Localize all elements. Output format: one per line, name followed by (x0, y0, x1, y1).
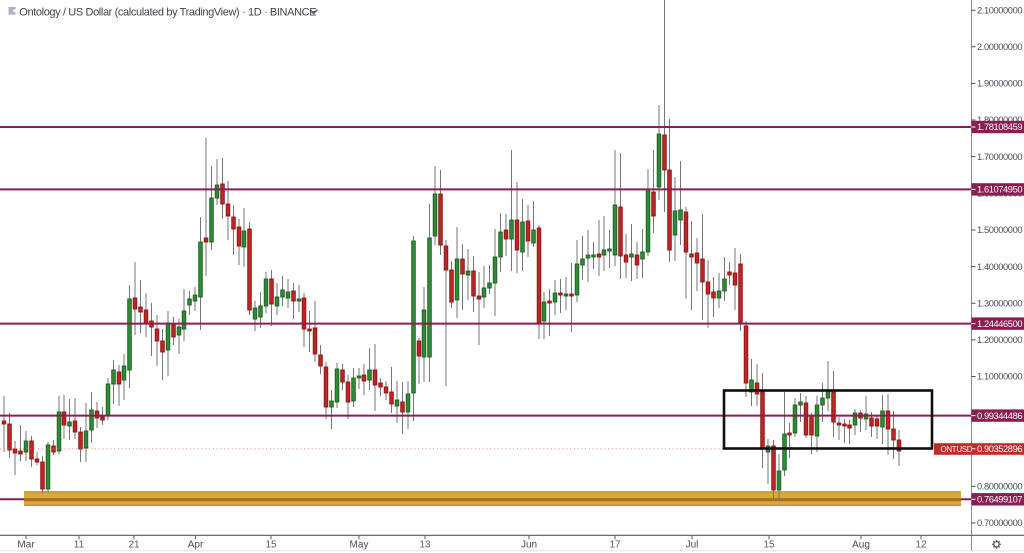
svg-text:Apr: Apr (188, 539, 204, 550)
svg-text:Jun: Jun (521, 539, 537, 550)
svg-text:1.50000000: 1.50000000 (977, 225, 1022, 235)
svg-text:Aug: Aug (852, 539, 870, 550)
svg-text:Jul: Jul (686, 539, 699, 550)
svg-text:15: 15 (265, 539, 277, 550)
svg-text:21: 21 (128, 539, 140, 550)
svg-text:1.40000000: 1.40000000 (977, 262, 1022, 272)
svg-text:13: 13 (419, 539, 431, 550)
svg-text:1.20000000: 1.20000000 (977, 335, 1022, 345)
svg-text:1.90000000: 1.90000000 (977, 79, 1022, 89)
svg-text:1.78108459: 1.78108459 (977, 122, 1022, 132)
svg-text:1.24446500: 1.24446500 (977, 319, 1022, 329)
svg-text:1.61074950: 1.61074950 (977, 185, 1022, 195)
svg-text:12: 12 (915, 539, 927, 550)
svg-text:1.30000000: 1.30000000 (977, 299, 1022, 309)
svg-text:11: 11 (74, 539, 85, 550)
svg-text:15: 15 (763, 539, 775, 550)
svg-text:1.10000000: 1.10000000 (977, 372, 1022, 382)
svg-text:2.00000000: 2.00000000 (977, 42, 1022, 52)
svg-text:May: May (350, 539, 369, 550)
svg-text:0.99344486: 0.99344486 (977, 411, 1022, 421)
svg-text:Mar: Mar (17, 539, 35, 550)
svg-text:0.76499107: 0.76499107 (977, 495, 1022, 505)
svg-text:ONTUSD: ONTUSD (941, 445, 973, 454)
svg-text:0.80000000: 0.80000000 (977, 482, 1022, 492)
svg-text:1.70000000: 1.70000000 (977, 152, 1022, 162)
svg-text:0.70000000: 0.70000000 (977, 518, 1022, 528)
svg-text:1.80000000: 1.80000000 (977, 115, 1022, 125)
svg-text:Ontology / US Dollar (calculat: Ontology / US Dollar (calculated by Trad… (19, 6, 316, 18)
svg-text:2.10000000: 2.10000000 (977, 5, 1022, 15)
svg-text:0.90352896: 0.90352896 (977, 444, 1022, 454)
svg-text:17: 17 (609, 539, 621, 550)
